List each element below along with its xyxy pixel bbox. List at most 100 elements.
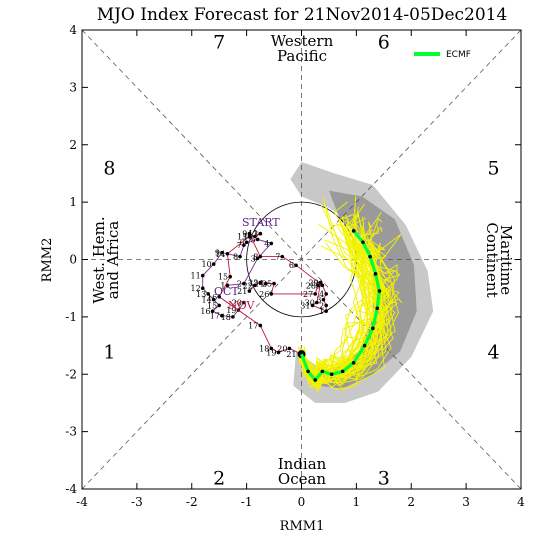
observed-point bbox=[247, 234, 252, 239]
y-tick-label: 0 bbox=[69, 253, 77, 267]
oct-track-point-label: 9 bbox=[215, 249, 220, 258]
oct-track-point-label: 16 bbox=[200, 307, 210, 316]
ensemble-member-line bbox=[303, 243, 387, 377]
ecmf-mean-point bbox=[377, 289, 382, 293]
nov-track-point-label: 3 bbox=[316, 296, 321, 305]
oct-track-point-label: 8 bbox=[233, 253, 238, 262]
y-tick-label: -1 bbox=[65, 310, 77, 324]
oct-track-point-label: 11 bbox=[191, 272, 201, 281]
x-tick-label: 4 bbox=[517, 495, 525, 509]
oct-track-point bbox=[211, 262, 216, 266]
nov-track-point bbox=[247, 231, 252, 236]
ecmf-mean-point bbox=[371, 326, 375, 331]
oct-label: OCT bbox=[214, 285, 239, 298]
grid-diagonal-down bbox=[81, 29, 522, 490]
y-tick-label: -4 bbox=[65, 482, 77, 496]
oct-track-point bbox=[200, 286, 205, 290]
oct-track-point bbox=[220, 250, 224, 255]
nov-track-point-label: 31 bbox=[300, 301, 310, 310]
y-axis-label: RMM2 bbox=[40, 238, 55, 283]
observed-point-label: 16 bbox=[207, 293, 217, 302]
oct-track-point bbox=[242, 243, 246, 247]
y-tick-label: 3 bbox=[69, 80, 77, 94]
nov-track-point bbox=[269, 292, 274, 296]
nov-track-point-label: 7 bbox=[275, 253, 280, 262]
x-tick-label: 3 bbox=[462, 495, 470, 509]
y-tick-label: 2 bbox=[69, 138, 77, 152]
nov-track-point bbox=[264, 281, 268, 286]
oct-track-point-label: 20 bbox=[232, 299, 242, 308]
oct-track-point bbox=[225, 283, 230, 288]
nov-track-point-label: 9 bbox=[242, 230, 247, 239]
observed-point-label: 14 bbox=[215, 250, 225, 259]
nov-track-point bbox=[253, 283, 257, 288]
phase-label: 2 bbox=[213, 468, 225, 490]
phase-grid bbox=[81, 29, 522, 490]
ensemble-member-line bbox=[302, 221, 394, 377]
nov-track-point-label: 5 bbox=[315, 281, 320, 290]
observed-point-label: 13 bbox=[237, 233, 247, 242]
y-tick-label: 4 bbox=[69, 23, 77, 37]
oct-track-point bbox=[217, 303, 221, 308]
nov-label: NOV bbox=[228, 299, 255, 312]
oct-track-point bbox=[211, 297, 216, 302]
nov-track-point-label: 27 bbox=[303, 290, 313, 299]
x-tick-label: 1 bbox=[353, 495, 361, 509]
x-tick-label: 2 bbox=[407, 495, 415, 509]
observed-point bbox=[276, 350, 281, 355]
x-tick-label: -2 bbox=[186, 495, 198, 509]
region-left-line2: and Africa bbox=[104, 221, 122, 299]
ensemble-member-line bbox=[302, 208, 388, 382]
oct-track-point bbox=[242, 281, 246, 286]
nov-track-point bbox=[258, 254, 263, 259]
nov-track-point bbox=[247, 289, 252, 293]
ecmf-mean-point bbox=[368, 254, 372, 259]
spread-inner bbox=[309, 190, 417, 389]
nov-track-point bbox=[318, 280, 323, 285]
chart-title: MJO Index Forecast for 21Nov2014-05Dec20… bbox=[97, 5, 508, 25]
ecmf-mean-point bbox=[361, 240, 365, 245]
ensemble-member-line bbox=[300, 222, 396, 390]
oct-track-point-label: 3 bbox=[251, 254, 256, 263]
nov-track-point bbox=[324, 309, 328, 313]
region-top-line2: Pacific bbox=[277, 47, 327, 65]
observed-point bbox=[287, 346, 292, 351]
nov-track-point bbox=[324, 292, 328, 296]
region-right-line2: Continent bbox=[483, 222, 501, 297]
oct-track-point bbox=[269, 241, 274, 246]
observed-point bbox=[217, 294, 221, 299]
nov-track-point-label: 22 bbox=[243, 281, 253, 290]
nov-track-point-label: 6 bbox=[289, 261, 294, 270]
nov-track-point-label: 30 bbox=[305, 299, 315, 308]
ecmf-mean-point bbox=[351, 360, 356, 365]
oct-track-point bbox=[255, 237, 260, 242]
nov-track-point bbox=[316, 283, 320, 288]
oct-track-point bbox=[244, 240, 249, 245]
oct-track-point-label: 4 bbox=[264, 239, 269, 248]
oct-track-point-label: 19 bbox=[226, 306, 236, 315]
phase-label: 8 bbox=[103, 158, 115, 180]
oct-track-point bbox=[210, 309, 215, 313]
nov-track-point-label: 28 bbox=[306, 281, 316, 290]
ecmf-mean-point bbox=[373, 272, 378, 276]
ecmf-mean-point bbox=[320, 369, 325, 374]
phase-label: 6 bbox=[378, 31, 390, 53]
oct-track-point bbox=[238, 254, 242, 259]
oct-track-point bbox=[231, 315, 235, 319]
oct-track-point-label: 5 bbox=[251, 235, 256, 244]
oct-track-point-label: 12 bbox=[191, 284, 201, 293]
nov-track-point bbox=[294, 263, 298, 268]
x-axis-label: RMM1 bbox=[280, 519, 325, 534]
legend-ecmf-label: ECMF bbox=[446, 50, 471, 60]
phase-label: 3 bbox=[378, 468, 390, 490]
nov-track-point bbox=[258, 280, 263, 285]
observed-point-label: 21 bbox=[286, 350, 296, 359]
ecmf-mean-point bbox=[313, 378, 318, 382]
ecmf-mean-point bbox=[329, 372, 334, 377]
observed-point bbox=[228, 274, 232, 279]
nov-track-point-label: 8 bbox=[253, 253, 258, 262]
region-bottom-line2: Ocean bbox=[278, 470, 327, 488]
observed-point-label: 17 bbox=[248, 321, 258, 330]
nov-track-point-label: 23 bbox=[248, 278, 258, 287]
